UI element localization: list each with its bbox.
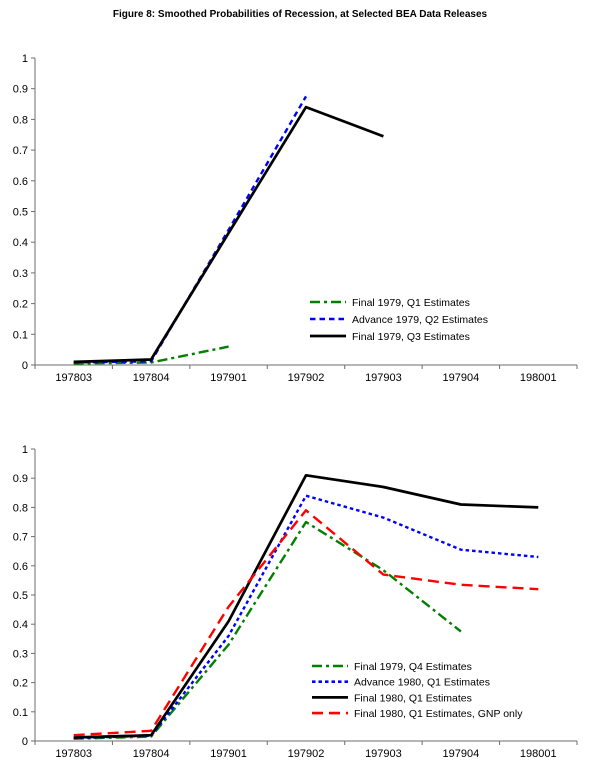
y-tick-label: 1: [22, 53, 28, 65]
legend-label: Final 1979, Q4 Estimates: [354, 661, 472, 673]
x-tick-label: 197902: [288, 748, 325, 760]
legend-item-3: Final 1980, Q1 Estimates, GNP only: [312, 708, 523, 720]
x-axis-ticks: 197803 197804 197901 197902 197903 197904 1980…: [34, 365, 578, 384]
x-tick-label: 197901: [210, 372, 247, 384]
y-tick-label: 0.3: [13, 648, 28, 660]
series-line-0: [73, 520, 462, 740]
y-tick-label: 0.4: [13, 237, 28, 249]
y-tick-label: 0.7: [13, 532, 28, 544]
legend-item-0: Final 1979, Q4 Estimates: [312, 661, 472, 673]
x-tick-label: 197904: [442, 372, 479, 384]
y-tick-label: 0.2: [13, 678, 28, 690]
series-line-2: [73, 473, 539, 739]
axis-line: [34, 58, 577, 366]
legend-label: Final 1979, Q1 Estimates: [352, 297, 470, 309]
series-line-1: [73, 494, 539, 740]
y-tick-label: 0.5: [13, 590, 28, 602]
y-tick-label: 0.1: [13, 707, 28, 719]
legend-item-2: Final 1979, Q3 Estimates: [310, 331, 470, 343]
y-tick-label: 0.3: [13, 268, 28, 280]
series-lines: [73, 95, 384, 365]
x-tick-label: 197803: [55, 748, 92, 760]
legend-label: Advance 1979, Q2 Estimates: [352, 314, 488, 326]
x-tick-label: 198001: [520, 748, 557, 760]
legend-label: Advance 1980, Q1 Estimates: [354, 677, 490, 689]
x-tick-label: 198001: [520, 372, 557, 384]
y-tick-label: 0.9: [13, 473, 28, 485]
y-tick-label: 0.8: [13, 114, 28, 126]
axis-line: [34, 449, 577, 742]
x-tick-label: 197904: [442, 748, 479, 760]
legend-item-2: Final 1980, Q1 Estimates: [312, 692, 472, 704]
y-tick-label: 0.9: [13, 84, 28, 96]
series-lines: [73, 473, 539, 740]
x-axis-ticks: 197803 197804 197901 197902 197903 197904 1980…: [34, 741, 578, 760]
x-tick-label: 197901: [210, 748, 247, 760]
legend-label: Final 1980, Q1 Estimates: [354, 692, 472, 704]
x-tick-label: 197803: [55, 372, 92, 384]
legend: Final 1979, Q1 Estimates Advance 1979, Q2…: [310, 297, 488, 343]
x-tick-label: 197902: [288, 372, 325, 384]
legend-item-1: Advance 1980, Q1 Estimates: [312, 677, 490, 689]
y-axis-ticks: 0 0.1 0.2 0.3 0.4 0.5 0.6 0.7 0.8 0.9 1: [13, 53, 35, 372]
axes: [34, 449, 577, 742]
y-tick-label: 0.6: [13, 176, 28, 188]
y-tick-label: 1: [22, 444, 28, 456]
legend-label: Final 1980, Q1 Estimates, GNP only: [354, 708, 523, 720]
x-tick-label: 197903: [365, 748, 402, 760]
legend-label: Final 1979, Q3 Estimates: [352, 331, 470, 343]
y-tick-label: 0.7: [13, 145, 28, 157]
y-tick-label: 0.1: [13, 329, 28, 341]
x-tick-label: 197903: [365, 372, 402, 384]
series-line-1: [73, 95, 308, 364]
legend-item-1: Advance 1979, Q2 Estimates: [310, 314, 488, 326]
y-axis-ticks: 0 0.1 0.2 0.3 0.4 0.5 0.6 0.7 0.8 0.9 1: [13, 444, 35, 748]
y-tick-label: 0.6: [13, 561, 28, 573]
series-line-3: [73, 509, 539, 737]
y-tick-label: 0: [22, 360, 28, 372]
legend-item-0: Final 1979, Q1 Estimates: [310, 297, 470, 309]
x-tick-label: 197804: [133, 372, 170, 384]
y-tick-label: 0: [22, 736, 28, 748]
legend: Final 1979, Q4 Estimates Advance 1980, Q1…: [312, 661, 523, 720]
axes: [34, 58, 577, 366]
figure-title: Figure 8: Smoothed Probabilities of Rece…: [112, 9, 488, 20]
y-tick-label: 0.8: [13, 502, 28, 514]
series-line-2: [73, 105, 384, 364]
y-tick-label: 0.5: [13, 207, 28, 219]
y-tick-label: 0.4: [13, 619, 28, 631]
y-tick-label: 0.2: [13, 299, 28, 311]
x-tick-label: 197804: [133, 748, 170, 760]
